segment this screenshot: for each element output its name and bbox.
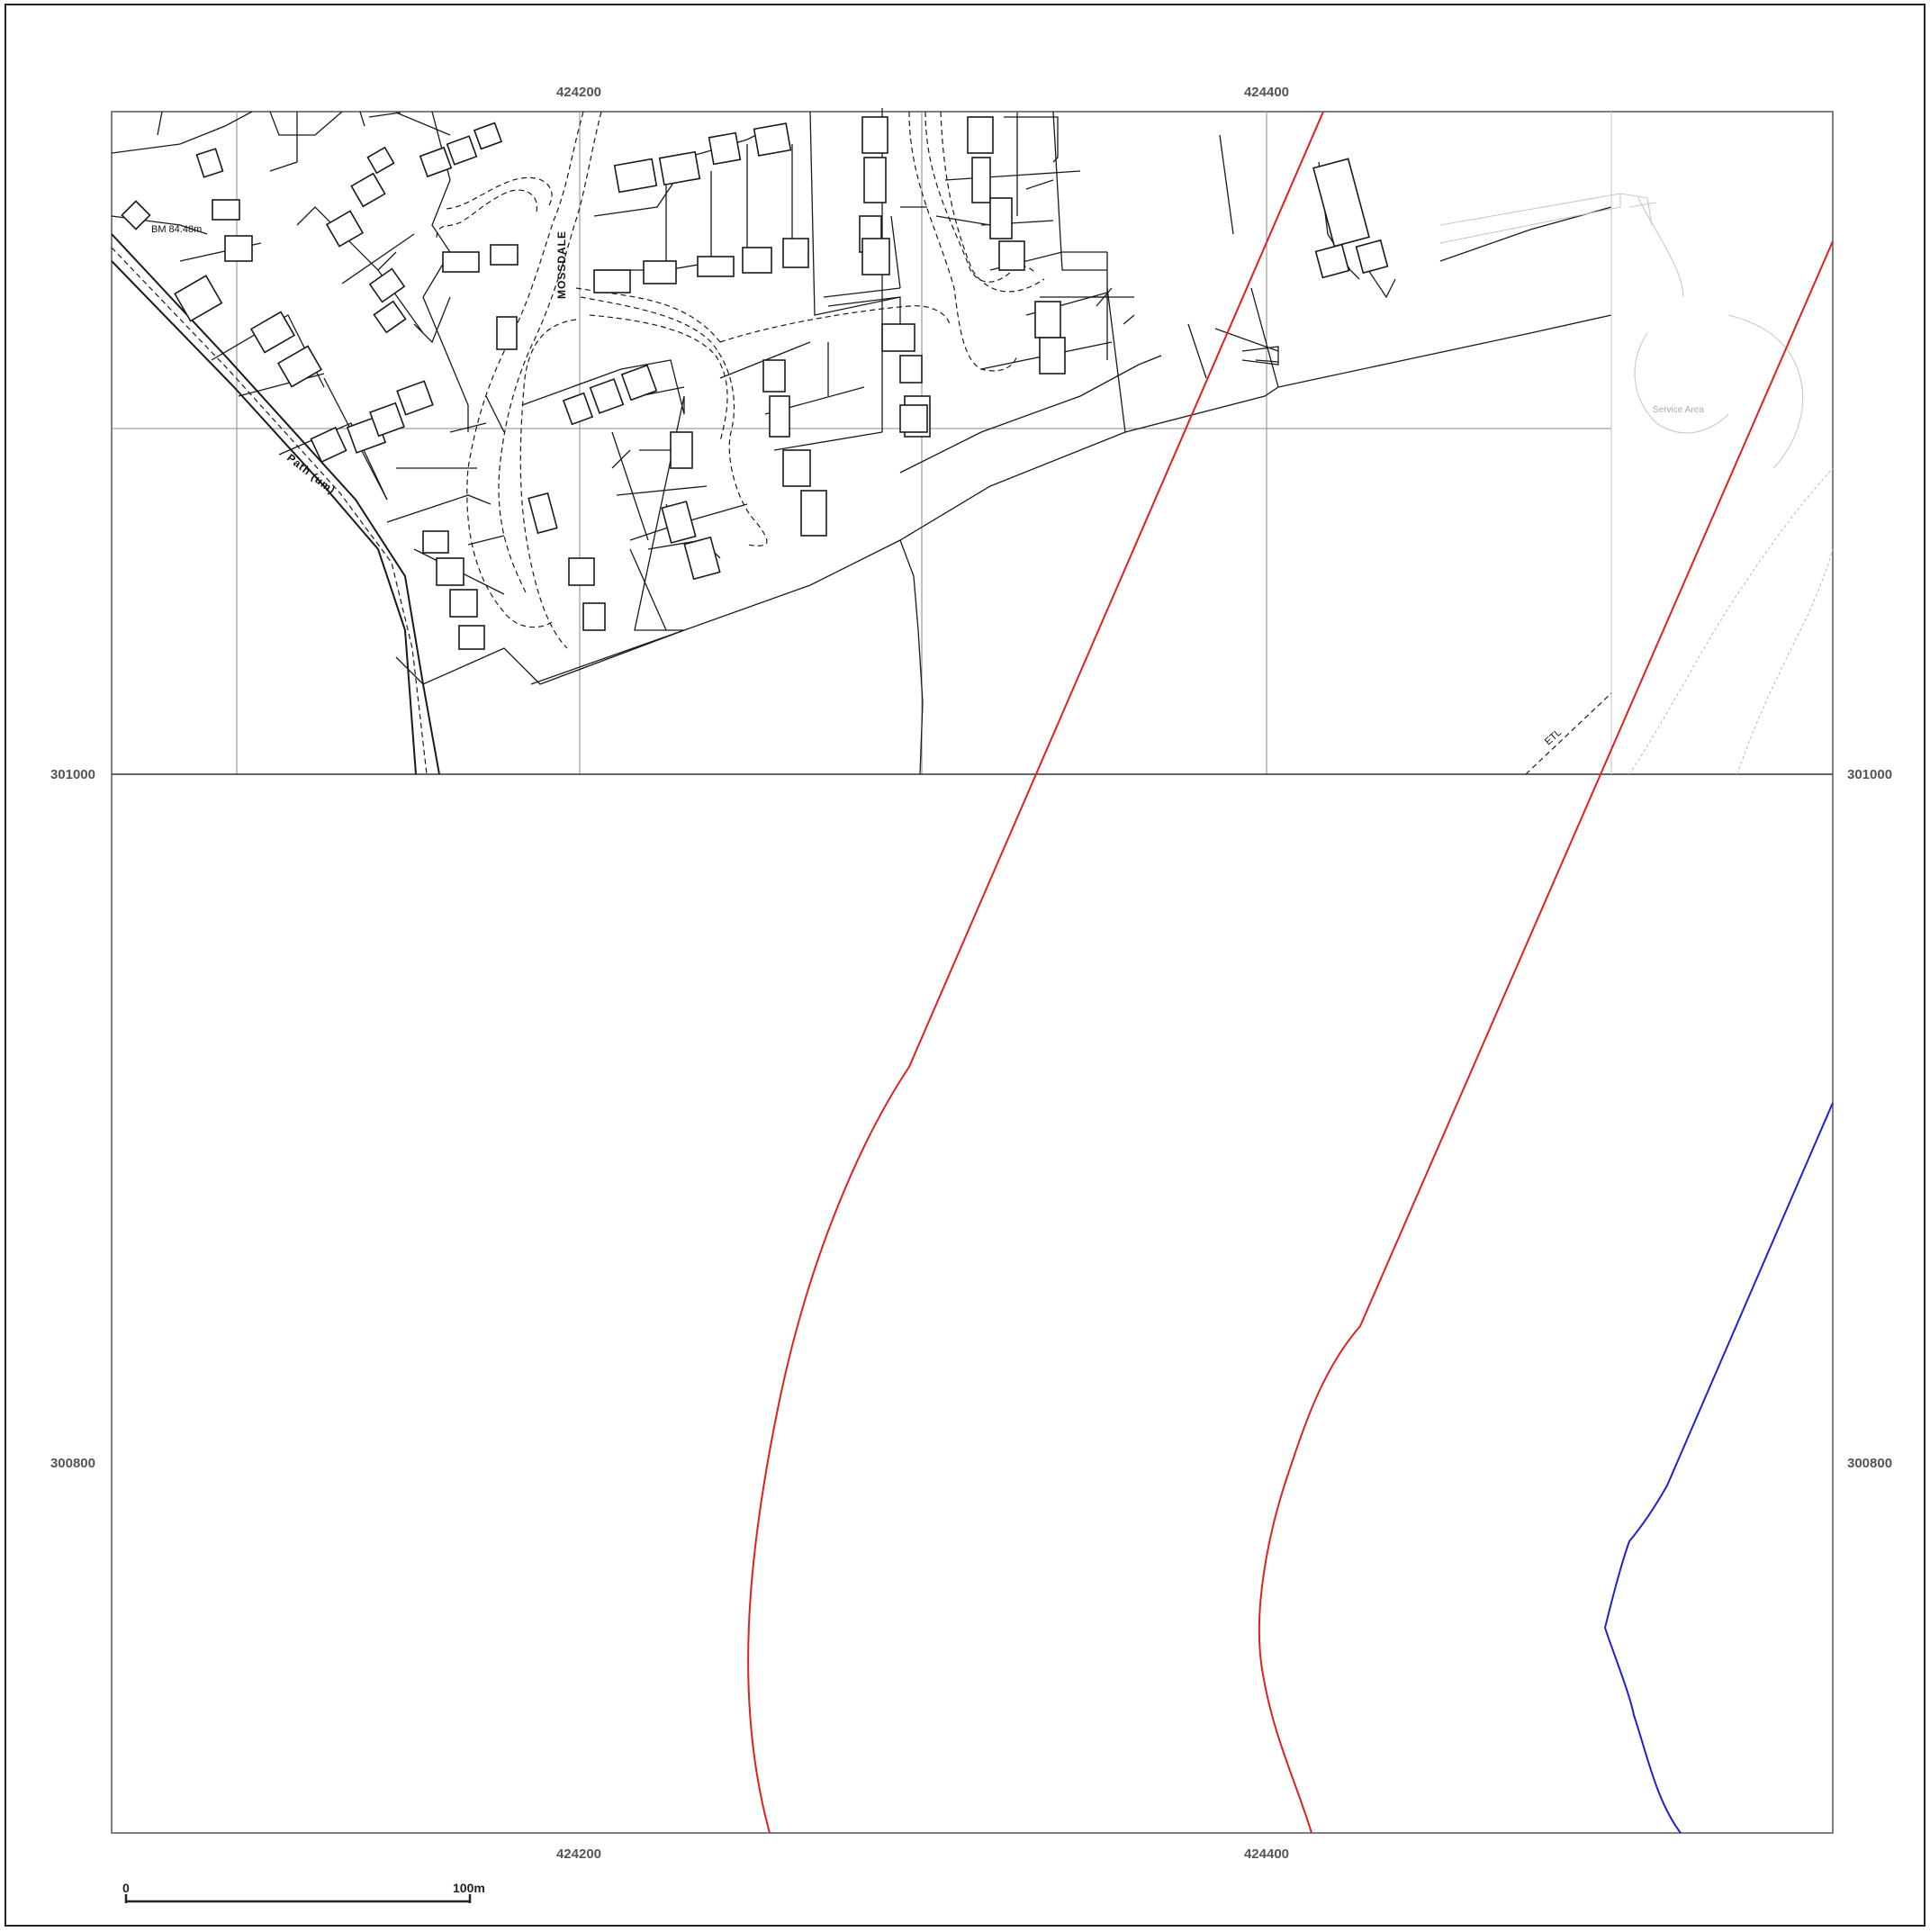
buildings — [121, 116, 1389, 650]
easting-top-424400: 424400 — [1244, 85, 1289, 100]
northing-left-301000: 301000 — [50, 767, 95, 782]
map-frame — [111, 111, 1834, 1834]
sheet-border — [5, 4, 1925, 1927]
easting-bottom-424200: 424200 — [556, 1846, 601, 1862]
benchmark-label: BM 84.48m — [151, 224, 202, 235]
scale-end-label: 100m — [453, 1881, 485, 1895]
grid-coordinate-labels: 424200 424400 424200 424400 301000 30080… — [50, 85, 1892, 1862]
blue-line — [1603, 1102, 1834, 1834]
scale-start-label: 0 — [122, 1881, 130, 1895]
faded-basemap — [1439, 112, 1834, 775]
basemap-ink — [111, 108, 1612, 775]
service-area-label: Service Area — [1653, 405, 1704, 415]
northing-right-301000: 301000 — [1847, 767, 1892, 782]
scale-bar: 0 100m — [122, 1881, 485, 1903]
red-line-west — [747, 111, 1324, 1834]
red-line-east — [1258, 240, 1834, 1834]
street-label: MOSSDALE — [555, 230, 568, 299]
easting-top-424200: 424200 — [556, 85, 601, 100]
route-lines — [747, 111, 1834, 1834]
easting-bottom-424400: 424400 — [1244, 1846, 1289, 1862]
northing-right-300800: 300800 — [1847, 1456, 1892, 1471]
northing-left-300800: 300800 — [50, 1456, 95, 1471]
